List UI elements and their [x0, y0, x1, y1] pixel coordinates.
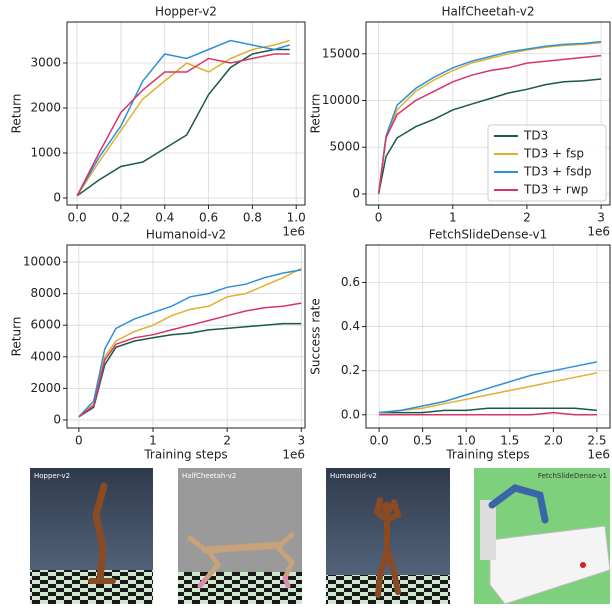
x-offset-label: 1e6 [282, 448, 305, 462]
env-image: HalfCheetah-v2 [178, 468, 302, 604]
x-tick-label: 1.0 [287, 211, 306, 225]
series-line [377, 54, 602, 195]
x-tick-label: 1.0 [457, 434, 476, 448]
plot-frame [66, 244, 306, 429]
legend-label: TD3 + fsp [523, 147, 584, 161]
series-line [76, 39, 290, 197]
y-tick-label: 0.2 [341, 363, 360, 377]
x-tick-label: 1 [149, 434, 157, 448]
series-line [379, 411, 597, 416]
chart-title: Humanoid-v2 [146, 228, 226, 242]
x-tick-label: 0.2 [111, 211, 130, 225]
series-line [78, 269, 302, 418]
x-axis-label: Training steps [445, 448, 529, 462]
x-tick-label: 0.0 [68, 211, 87, 225]
series-line [379, 372, 598, 414]
env-label: Humanoid-v2 [330, 472, 377, 480]
legend-label: TD3 + rwp [523, 183, 588, 197]
series-line [377, 78, 602, 195]
chart: Hopper-v2 0 1000 2000 3000 0.0 0.2 0.4 0.6 0.8 1.0… [10, 5, 306, 239]
x-offset-label: 1e6 [587, 448, 610, 462]
y-tick-label: 15000 [322, 46, 360, 60]
series-line [76, 48, 290, 197]
y-tick-label: 0 [352, 186, 360, 200]
env-label: Hopper-v2 [34, 472, 70, 480]
x-tick-label: 0.6 [199, 211, 218, 225]
y-tick-label: 0 [53, 191, 61, 205]
series-line [76, 53, 290, 197]
x-tick-label: 0.8 [243, 211, 262, 225]
x-offset-label: 1e6 [587, 225, 610, 239]
chart-title: HalfCheetah-v2 [441, 5, 534, 19]
y-tick-label: 4000 [30, 349, 61, 363]
y-axis-label: Success rate [309, 298, 323, 375]
env-image: FetchSlideDense-v1 [474, 468, 611, 605]
y-tick-label: 0.6 [341, 275, 360, 289]
y-tick-label: 8000 [30, 286, 61, 300]
y-tick-label: 0 [53, 412, 61, 426]
legend-label: TD3 [523, 129, 548, 143]
x-tick-label: 0 [375, 211, 383, 225]
x-tick-label: 2 [523, 211, 531, 225]
y-tick-label: 6000 [30, 318, 61, 332]
y-tick-label: 5000 [329, 140, 360, 154]
series-line [78, 322, 302, 418]
y-tick-label: 0.4 [341, 319, 360, 333]
env-label: FetchSlideDense-v1 [538, 472, 607, 480]
x-tick-label: 0.4 [155, 211, 174, 225]
x-tick-label: 1.5 [500, 434, 519, 448]
y-tick-label: 0.0 [341, 407, 360, 421]
series-line [379, 361, 598, 414]
plot-frame [365, 21, 611, 206]
y-axis-label: Return [10, 317, 24, 357]
x-tick-label: 0.0 [370, 434, 389, 448]
y-tick-label: 1000 [30, 146, 61, 160]
x-tick-label: 0.5 [413, 434, 432, 448]
y-tick-label: 10000 [23, 255, 61, 269]
x-tick-label: 1 [449, 211, 457, 225]
chart: FetchSlideDense-v1 0.0 0.2 0.4 0.6 0.0 0.5 1.0 1… [309, 228, 611, 462]
y-tick-label: 3000 [30, 55, 61, 69]
y-axis-label: Return [10, 94, 24, 134]
env-image: Hopper-v2 [30, 468, 153, 604]
env-image: Humanoid-v2 [326, 468, 450, 604]
y-tick-label: 10000 [322, 93, 360, 107]
x-tick-label: 2.5 [587, 434, 606, 448]
series-line [78, 267, 302, 418]
chart-title: FetchSlideDense-v1 [429, 228, 547, 242]
x-tick-label: 2.0 [544, 434, 563, 448]
series-line [379, 407, 597, 414]
series-line [76, 39, 290, 197]
env-label: HalfCheetah-v2 [182, 472, 236, 480]
legend-box [487, 124, 607, 202]
series-line [377, 41, 602, 195]
x-tick-label: 2 [223, 434, 231, 448]
series-line [78, 302, 302, 418]
series-line [377, 40, 602, 195]
plot-frame [365, 244, 611, 429]
chart-title: Hopper-v2 [155, 5, 217, 19]
x-tick-label: 3 [597, 211, 605, 225]
x-offset-label: 1e6 [282, 225, 305, 239]
x-axis-label: Training steps [143, 448, 227, 462]
x-tick-label: 3 [297, 434, 305, 448]
x-tick-label: 0 [75, 434, 83, 448]
y-axis-label: Return [309, 94, 323, 134]
y-tick-label: 2000 [30, 100, 61, 114]
plot-frame [66, 21, 306, 206]
y-tick-label: 2000 [30, 381, 61, 395]
legend-label: TD3 + fsdp [523, 165, 592, 179]
